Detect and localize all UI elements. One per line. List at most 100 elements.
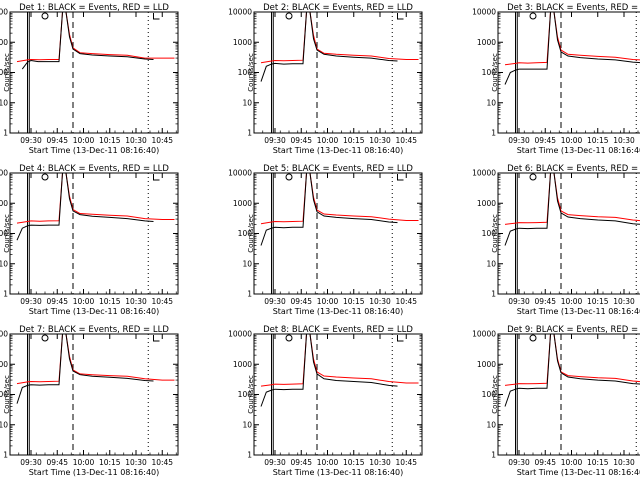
y-tick-label: 1 <box>247 290 252 299</box>
y-axis-label: Counts/sec <box>247 375 255 414</box>
marker-circle-symbol <box>529 173 537 181</box>
series-line-events <box>16 334 154 404</box>
plot-frame <box>497 333 640 456</box>
y-tick-label: 1000 <box>233 199 252 208</box>
y-tick-label: 10000 <box>228 169 252 178</box>
x-axis-label: Start Time (13-Dec-11 08:16:40) <box>517 468 640 477</box>
x-tick-label: 10:00 <box>73 136 95 145</box>
marker-bracket-symbol <box>153 174 160 181</box>
y-tick-label: 1 <box>491 129 496 138</box>
x-tick-label: 10:15 <box>587 297 609 306</box>
panel-title: Det 8: BLACK = Events, RED = LLD <box>263 325 413 335</box>
x-axis-label: Start Time (13-Dec-11 08:16:40) <box>273 146 404 155</box>
y-axis-label: Counts/sec <box>3 214 11 253</box>
plot-frame <box>497 11 640 134</box>
x-axis-label: Start Time (13-Dec-11 08:16:40) <box>29 146 160 155</box>
series-line-events <box>260 334 398 407</box>
y-axis-label: Counts/sec <box>247 214 255 253</box>
y-tick-label: 10000 <box>0 330 8 339</box>
x-tick-label: 10:15 <box>343 136 365 145</box>
x-tick-label: 09:45 <box>290 297 312 306</box>
x-tick-label: 09:45 <box>46 136 68 145</box>
y-tick-label: 100 <box>482 68 497 77</box>
plot-frame <box>9 11 179 134</box>
x-tick-label: 09:45 <box>46 297 68 306</box>
y-tick-label: 100 <box>482 390 497 399</box>
y-tick-label: 10 <box>242 420 252 429</box>
marker-bracket-symbol <box>153 13 160 20</box>
x-tick-label: 10:30 <box>613 458 635 467</box>
y-tick-label: 10 <box>242 259 252 268</box>
plot-frame <box>253 11 423 134</box>
series-line-events <box>504 12 640 85</box>
y-tick-label: 1 <box>3 290 8 299</box>
x-tick-label: 09:30 <box>508 297 530 306</box>
x-axis-label: Start Time (13-Dec-11 08:16:40) <box>29 307 160 316</box>
y-tick-label: 100 <box>238 390 253 399</box>
series-line-events <box>260 12 398 82</box>
y-tick-label: 1 <box>247 451 252 460</box>
x-tick-label: 10:00 <box>317 136 339 145</box>
series-line-lld <box>504 173 640 225</box>
panel-title: Det 2: BLACK = Events, RED = LLD <box>263 3 413 13</box>
y-tick-label: 100 <box>238 68 253 77</box>
marker-circle-symbol <box>529 12 537 20</box>
y-tick-label: 100 <box>0 390 8 399</box>
panel-title: Det 3: BLACK = Events, RED = LLD <box>507 3 640 13</box>
panel-det-4: 1 10 100 1000 10000 09:30 09:45 10:00 10:15 10:30… <box>0 164 179 316</box>
y-tick-label: 10 <box>486 98 496 107</box>
y-axis-label: Counts/sec <box>3 375 11 414</box>
marker-circle-symbol <box>285 12 293 20</box>
y-tick-label: 10000 <box>228 8 252 17</box>
x-tick-label: 10:00 <box>561 458 583 467</box>
x-tick-label: 10:30 <box>125 136 147 145</box>
x-tick-label: 09:30 <box>508 458 530 467</box>
panel-title: Det 6: BLACK = Events, RED = LLD <box>507 164 640 174</box>
x-tick-label: 10:15 <box>99 136 121 145</box>
y-tick-label: 1000 <box>477 38 496 47</box>
y-tick-label: 1 <box>491 451 496 460</box>
marker-bracket-symbol <box>153 335 160 342</box>
y-tick-label: 10 <box>0 420 8 429</box>
y-tick-label: 10000 <box>472 169 496 178</box>
x-tick-label: 09:45 <box>290 458 312 467</box>
x-tick-label: 10:30 <box>369 297 391 306</box>
marker-circle-symbol <box>529 334 537 342</box>
x-tick-label: 09:30 <box>264 297 286 306</box>
panel-title: Det 4: BLACK = Events, RED = LLD <box>19 164 169 174</box>
y-axis-label: Counts/sec <box>491 53 499 92</box>
y-tick-label: 100 <box>238 229 253 238</box>
y-tick-label: 1000 <box>233 360 252 369</box>
y-tick-label: 10000 <box>0 8 8 17</box>
x-tick-label: 10:45 <box>151 297 173 306</box>
panel-title: Det 9: BLACK = Events, RED = LLD <box>507 325 640 335</box>
marker-circle-symbol <box>285 334 293 342</box>
y-tick-label: 10000 <box>472 8 496 17</box>
x-tick-label: 10:45 <box>395 458 417 467</box>
marker-circle-symbol <box>41 12 49 20</box>
plot-frame <box>497 172 640 295</box>
panel-det-1: 1 10 100 1000 10000 09:30 09:45 10:00 10:15 10:30… <box>0 3 179 155</box>
x-tick-label: 10:30 <box>125 458 147 467</box>
x-tick-label: 09:30 <box>20 136 42 145</box>
series-line-events <box>504 173 640 246</box>
x-tick-label: 10:15 <box>343 297 365 306</box>
y-tick-label: 1000 <box>0 360 8 369</box>
x-tick-label: 10:30 <box>613 297 635 306</box>
y-tick-label: 10 <box>0 259 8 268</box>
x-tick-label: 10:00 <box>561 297 583 306</box>
y-axis-label: Counts/sec <box>491 214 499 253</box>
y-tick-label: 1000 <box>0 38 8 47</box>
y-tick-label: 1 <box>3 129 8 138</box>
y-tick-label: 1000 <box>0 199 8 208</box>
series-line-lld <box>260 334 419 387</box>
y-tick-label: 100 <box>0 68 8 77</box>
x-tick-label: 09:45 <box>534 136 556 145</box>
x-tick-label: 09:30 <box>20 458 42 467</box>
x-tick-label: 10:45 <box>395 297 417 306</box>
x-tick-label: 10:15 <box>587 458 609 467</box>
panel-det-9: 1 10 100 1000 10000 09:30 09:45 10:00 10:15 10:30… <box>472 325 640 477</box>
x-tick-label: 09:30 <box>20 297 42 306</box>
panel-det-2: 1 10 100 1000 10000 09:30 09:45 10:00 10:15 10:30… <box>228 3 423 155</box>
